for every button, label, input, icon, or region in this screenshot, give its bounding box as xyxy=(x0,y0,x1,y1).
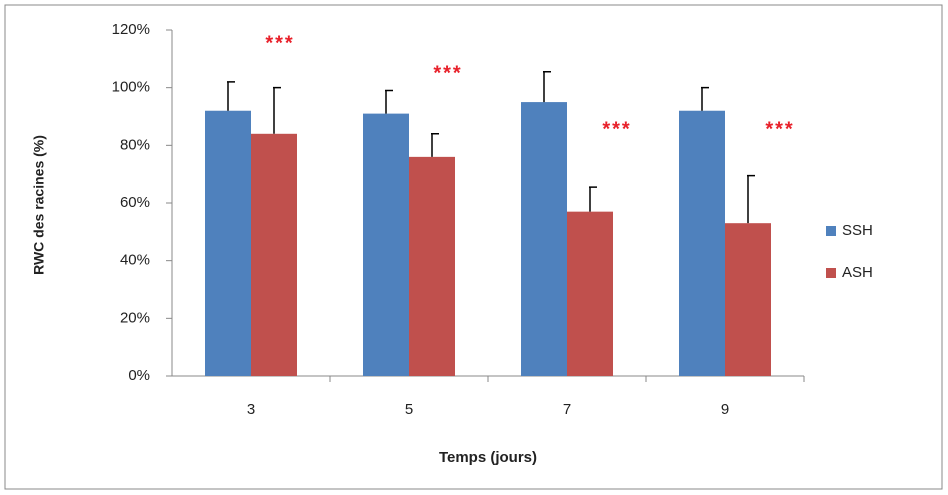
bar xyxy=(409,156,455,376)
significance-mark: *** xyxy=(765,118,794,140)
y-tick-label: 40% xyxy=(120,252,150,269)
bar xyxy=(679,110,725,376)
legend-label: SSH xyxy=(842,222,873,239)
legend-swatch xyxy=(826,226,836,236)
significance-mark: *** xyxy=(433,62,462,84)
x-axis-title: Temps (jours) xyxy=(439,449,537,466)
bar xyxy=(251,133,297,376)
y-axis-title: RWC des racines (%) xyxy=(31,135,47,275)
error-bar xyxy=(431,133,439,157)
x-tick-label: 7 xyxy=(563,401,571,418)
legend-label: ASH xyxy=(842,264,873,281)
y-tick-label: 0% xyxy=(128,367,150,384)
x-tick-label: 5 xyxy=(405,401,413,418)
significance-mark: *** xyxy=(265,32,294,54)
bar xyxy=(205,110,251,376)
error-bar xyxy=(589,186,597,212)
bar xyxy=(521,102,567,376)
bar xyxy=(363,113,409,376)
y-tick-label: 100% xyxy=(112,79,150,96)
bar xyxy=(567,211,613,376)
error-bar xyxy=(747,174,755,224)
y-tick-label: 20% xyxy=(120,309,150,326)
y-tick-label: 120% xyxy=(112,21,150,38)
x-tick-label: 3 xyxy=(247,401,255,418)
x-tick-label: 9 xyxy=(721,401,729,418)
significance-mark: *** xyxy=(602,118,631,140)
y-tick-label: 60% xyxy=(120,194,150,211)
error-bar xyxy=(385,89,393,114)
error-bar xyxy=(227,81,235,111)
chart-border xyxy=(4,4,943,490)
legend-swatch xyxy=(826,268,836,278)
error-bar xyxy=(273,86,281,134)
bar xyxy=(725,223,771,376)
error-bar xyxy=(701,86,709,111)
error-bar xyxy=(543,71,551,103)
y-tick-label: 80% xyxy=(120,136,150,153)
